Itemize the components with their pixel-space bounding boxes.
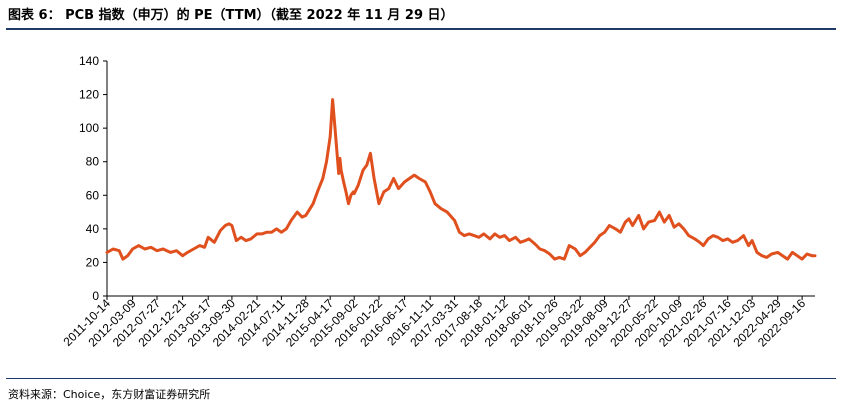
y-tick-label: 120 [79,88,99,102]
series-line-pe [105,98,817,261]
y-tick-label: 100 [79,121,99,135]
figure-title: 图表 6： PCB 指数（申万）的 PE（TTM）（截至 2022 年 11 月… [8,8,454,23]
x-axis: 2011-10-142012-03-092012-07-272012-12-21… [60,295,815,350]
bottom-rule [6,378,836,379]
y-tick-label: 40 [86,222,100,236]
pe-line-chart: 0 20 40 60 80 100 120 140 2011-10-142012-03-092… [60,54,817,350]
y-tick-label: 80 [86,155,100,169]
y-tick-label: 0 [92,289,99,303]
y-tick-label: 60 [86,188,100,202]
y-tick-label: 20 [86,255,100,269]
y-axis: 0 20 40 60 80 100 120 140 [79,54,108,303]
y-tick-label: 140 [79,54,99,68]
top-rule [6,28,836,30]
source-note: 资料来源：Choice，东方财富证券研究所 [8,388,211,401]
